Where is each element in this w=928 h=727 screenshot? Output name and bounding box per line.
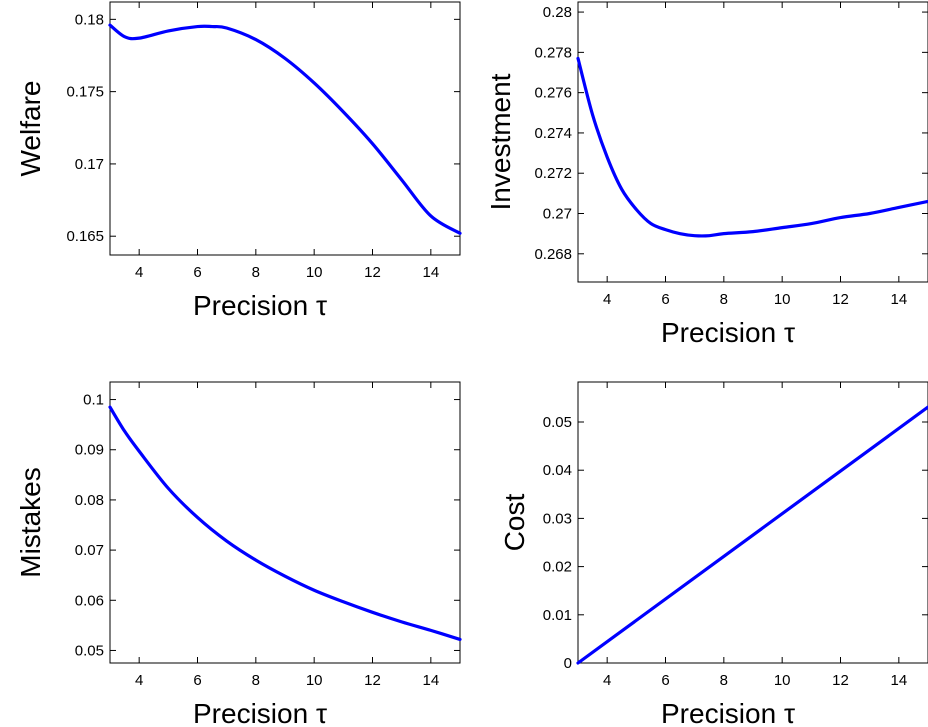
welfare-x-tick-label: 8 (252, 264, 260, 281)
mistakes-y-axis-title: Mistakes (15, 467, 46, 577)
investment-y-tick-label: 0.278 (534, 44, 572, 61)
welfare-x-tick-label: 6 (193, 264, 201, 281)
cost-y-axis-title: Cost (499, 493, 530, 551)
investment-y-tick-label: 0.268 (534, 246, 572, 263)
mistakes-y-tick-label: 0.07 (75, 542, 104, 559)
investment-y-tick-label: 0.274 (534, 125, 572, 142)
mistakes-y-tick-label: 0.06 (75, 592, 104, 609)
welfare-series-line (108, 23, 462, 235)
mistakes-plot-frame (109, 381, 461, 664)
welfare-panel: 4 6 8 10 12 14 0.165 0.17 0.175 0.18 Precision τ We… (15, 1, 462, 321)
mistakes-x-tick-label: 14 (422, 672, 439, 689)
cost-y-tick-label: 0.01 (543, 607, 572, 624)
welfare-x-tick-label: 12 (364, 264, 381, 281)
welfare-x-tick-label: 4 (135, 264, 143, 281)
welfare-y-tick-label: 0.18 (75, 11, 104, 28)
mistakes-y-tick-label: 0.1 (83, 392, 104, 409)
investment-x-tick-label: 8 (720, 291, 728, 308)
investment-plot-frame (577, 1, 928, 283)
investment-y-axis-title: Investment (485, 73, 516, 210)
mistakes-x-tick-label: 10 (306, 672, 323, 689)
cost-x-axis-title: Precision τ (661, 698, 795, 727)
investment-series-line (576, 56, 928, 238)
investment-y-tick-label: 0.28 (543, 4, 572, 21)
investment-y-tick-label: 0.27 (543, 206, 572, 223)
cost-x-tick-label: 14 (890, 672, 907, 689)
welfare-y-axis-title: Welfare (15, 81, 46, 177)
cost-y-tick-label: 0 (564, 655, 572, 672)
investment-y-tick-label: 0.276 (534, 85, 572, 102)
investment-x-tick-label: 14 (890, 291, 907, 308)
mistakes-y-tick-label: 0.09 (75, 442, 104, 459)
investment-x-tick-label: 6 (661, 291, 669, 308)
mistakes-x-tick-label: 6 (193, 672, 201, 689)
welfare-x-tick-label: 14 (422, 264, 439, 281)
cost-x-tick-label: 4 (603, 672, 611, 689)
cost-panel: 4 6 8 10 12 14 0 0.01 0.02 0.03 0.04 0.05 Precision … (499, 381, 928, 727)
investment-x-tick-label: 10 (774, 291, 791, 308)
mistakes-y-tick-label: 0.08 (75, 492, 104, 509)
welfare-plot-frame (109, 1, 461, 256)
welfare-y-tick-label: 0.17 (75, 156, 104, 173)
welfare-x-axis-title: Precision τ (193, 290, 327, 321)
cost-x-tick-label: 12 (832, 672, 849, 689)
cost-plot-frame (577, 381, 928, 664)
mistakes-x-tick-label: 8 (252, 672, 260, 689)
investment-x-tick-label: 12 (832, 291, 849, 308)
investment-x-axis-title: Precision τ (661, 317, 795, 348)
mistakes-x-tick-label: 4 (135, 672, 143, 689)
cost-x-tick-label: 6 (661, 672, 669, 689)
welfare-y-tick-label: 0.165 (66, 228, 104, 245)
cost-x-tick-label: 8 (720, 672, 728, 689)
mistakes-panel: 4 6 8 10 12 14 0.05 0.06 0.07 0.08 0.09 0.1 Precisio… (15, 381, 462, 727)
investment-panel: 4 6 8 10 12 14 0.268 0.27 0.272 0.274 0.276 0.278 0.… (485, 1, 928, 348)
mistakes-x-tick-label: 12 (364, 672, 381, 689)
investment-x-tick-label: 4 (603, 291, 611, 308)
cost-y-tick-label: 0.03 (543, 510, 572, 527)
cost-y-tick-label: 0.02 (543, 559, 572, 576)
cost-y-tick-label: 0.04 (543, 462, 572, 479)
welfare-y-tick-label: 0.175 (66, 84, 104, 101)
cost-y-tick-label: 0.05 (543, 414, 572, 431)
mistakes-x-axis-title: Precision τ (193, 698, 327, 727)
cost-series-line (576, 405, 928, 665)
investment-y-tick-label: 0.272 (534, 165, 572, 182)
mistakes-series-line (108, 405, 462, 642)
mistakes-y-tick-label: 0.05 (75, 642, 104, 659)
welfare-x-tick-label: 10 (306, 264, 323, 281)
cost-x-tick-label: 10 (774, 672, 791, 689)
